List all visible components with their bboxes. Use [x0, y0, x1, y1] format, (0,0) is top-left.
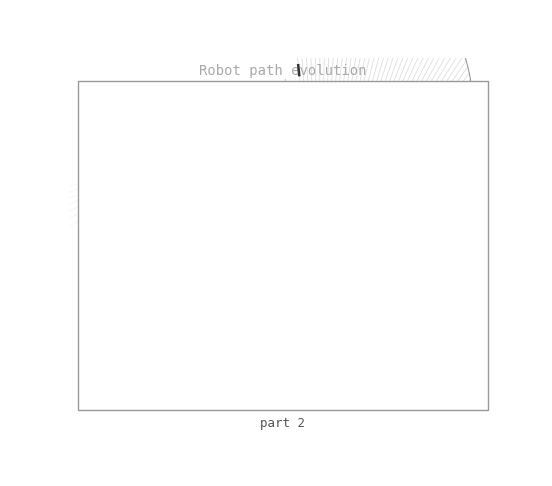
Text: Configurations referenced
by constraint: Configurations referenced by constraint — [91, 336, 254, 364]
Text: Discontinuity: Discontinuity — [221, 158, 300, 228]
Text: Robot path evolution: Robot path evolution — [199, 65, 367, 78]
Bar — [163, 160, 171, 167]
Bar — [315, 272, 323, 279]
Text: part 2: part 2 — [261, 417, 305, 430]
